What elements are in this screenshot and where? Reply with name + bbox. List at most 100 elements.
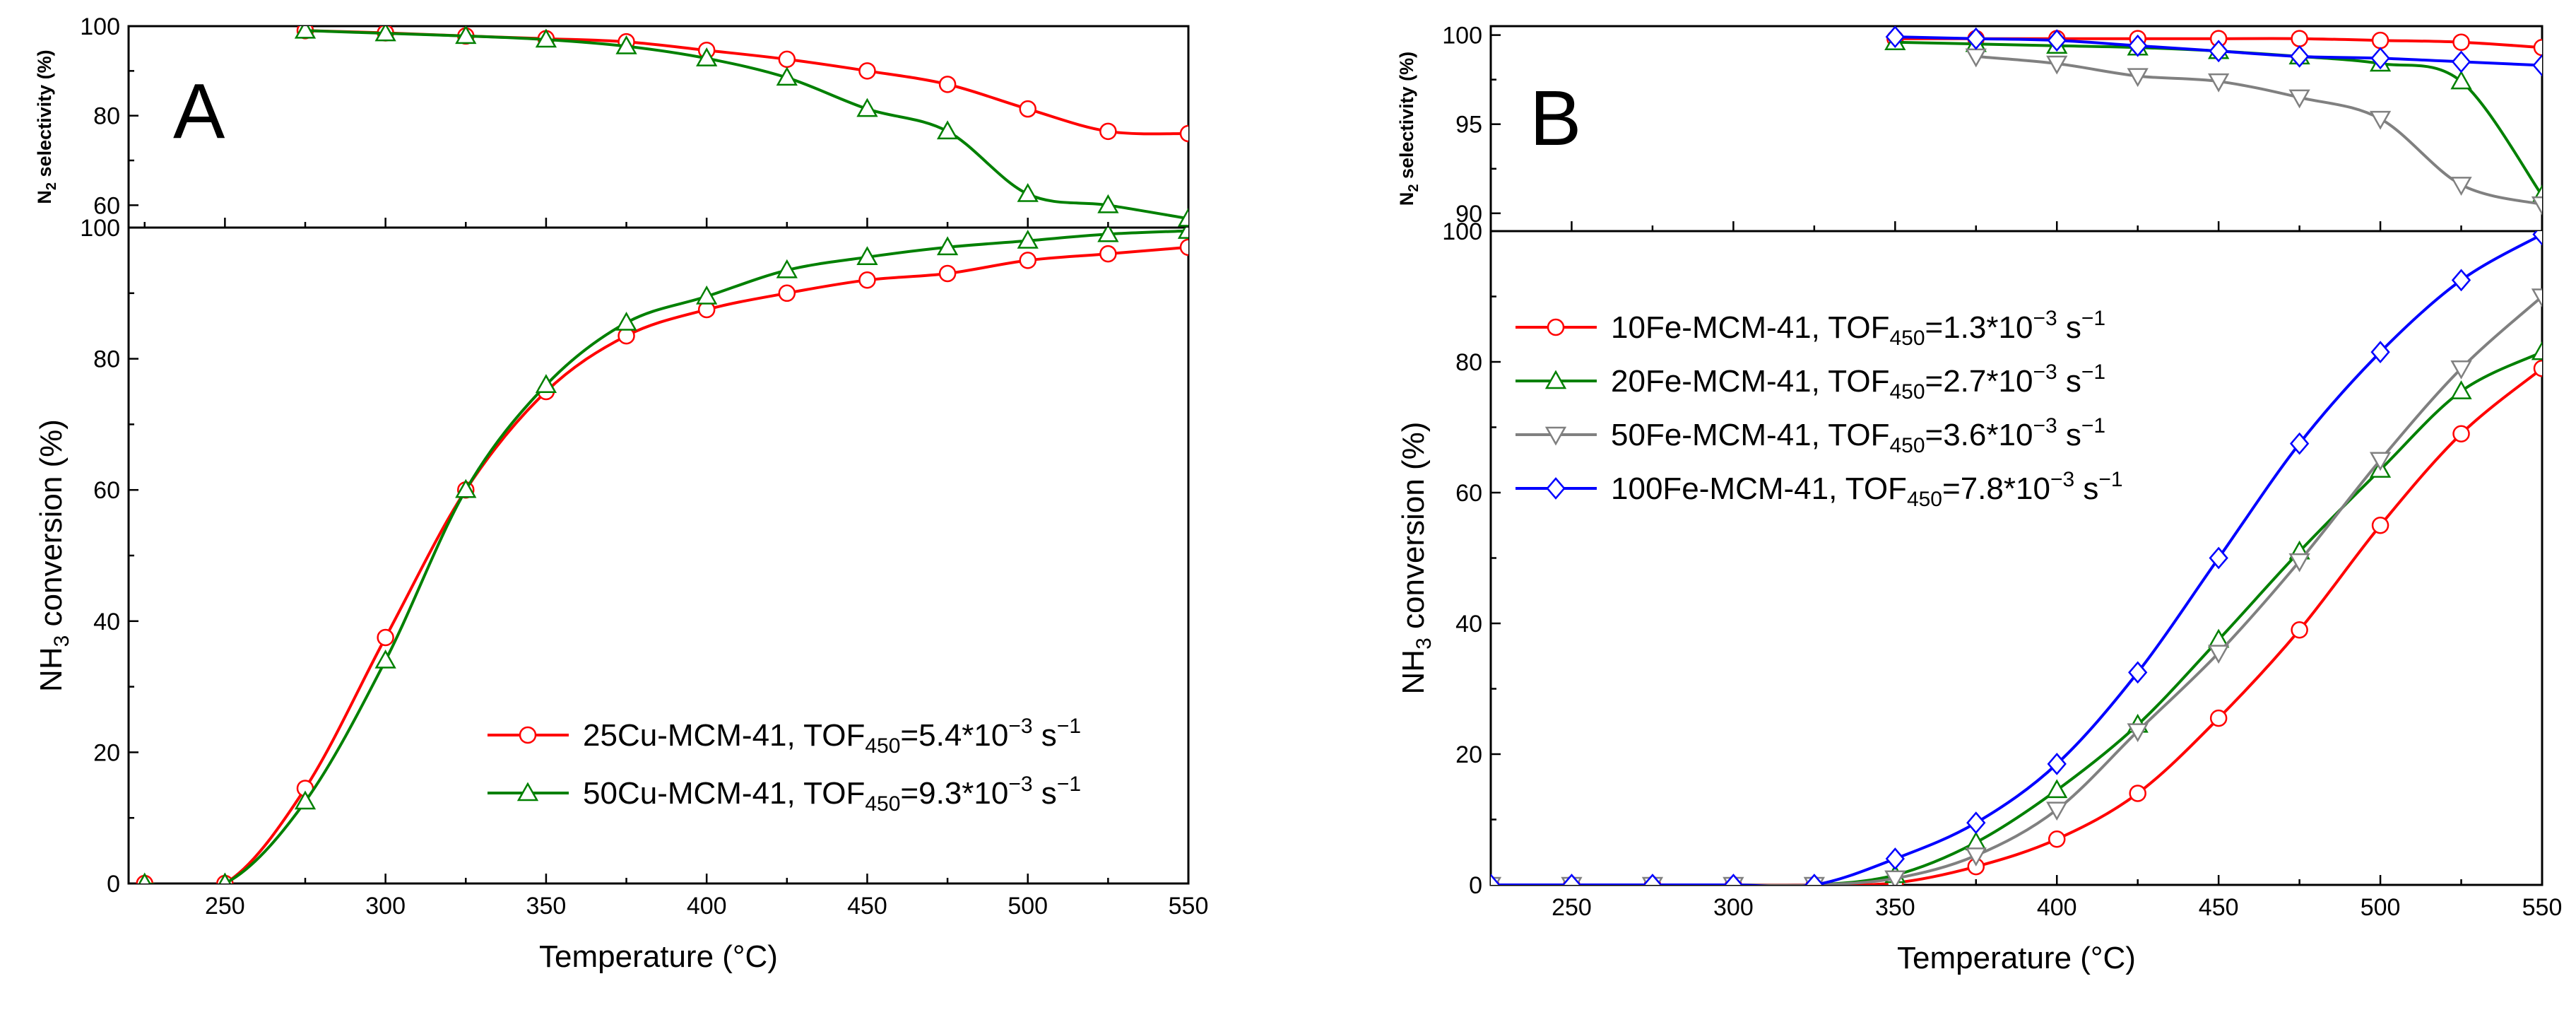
data-point-20fe bbox=[1965, 831, 1987, 851]
y-tick-label: 20 bbox=[1455, 741, 1482, 768]
series-50fe-b-top bbox=[1965, 48, 2542, 216]
y-axis-title-nh3: NH3 conversion (%) bbox=[34, 419, 73, 692]
y-title-part: N bbox=[34, 190, 55, 204]
y-tick-label: 90 bbox=[1455, 201, 1482, 228]
y-title-subscript: 2 bbox=[1406, 184, 1422, 192]
data-point-100fe bbox=[1643, 874, 1662, 885]
legend-text: s bbox=[2057, 310, 2081, 345]
y-title-part: conversion (%) bbox=[1396, 422, 1431, 638]
legend-subscript: 450 bbox=[1907, 488, 1942, 511]
legend-text: s bbox=[2057, 418, 2081, 452]
legend-superscript: −1 bbox=[1057, 773, 1081, 796]
y-tick-label: 0 bbox=[1469, 872, 1482, 899]
legend-text: 50Cu-MCM-41, TOF bbox=[583, 776, 865, 811]
data-point-50fe bbox=[2450, 360, 2472, 380]
x-tick-label: 250 bbox=[205, 893, 245, 920]
data-point-10fe bbox=[2371, 31, 2389, 49]
data-point-10fe bbox=[2533, 360, 2542, 377]
x-tick-label: 400 bbox=[2037, 894, 2077, 921]
y-axis-title-nh3: NH3 conversion (%) bbox=[1396, 422, 1436, 695]
legend-label-10fe: 10Fe-MCM-41, TOF450=1.3*10−3 s−1 bbox=[1611, 307, 2105, 350]
x-tick-label: 500 bbox=[1008, 893, 1048, 920]
data-point-50cu bbox=[776, 259, 798, 278]
data-point-50fe bbox=[2531, 288, 2542, 308]
legend-marker-100fe bbox=[1546, 477, 1566, 500]
legend-superscript: −3 bbox=[2033, 307, 2057, 330]
data-point-100fe bbox=[1885, 847, 1905, 870]
data-point-100fe bbox=[2209, 40, 2228, 63]
data-point-50cu bbox=[1177, 228, 1188, 239]
data-point-50cu bbox=[696, 285, 718, 305]
y-tick-label: 60 bbox=[93, 192, 120, 219]
data-point-100fe bbox=[2289, 45, 2310, 68]
data-point-50cu bbox=[1017, 230, 1039, 249]
data-point-50cu bbox=[615, 312, 637, 331]
series-line-25cu bbox=[305, 29, 1188, 136]
y-title-part: NH bbox=[34, 647, 69, 692]
legend-text: 25Cu-MCM-41, TOF bbox=[583, 718, 865, 753]
data-layer bbox=[136, 26, 2542, 885]
data-point-50fe bbox=[1884, 870, 1906, 885]
data-point-100fe bbox=[2451, 269, 2471, 292]
x-tick-label: 350 bbox=[526, 893, 567, 920]
data-point-50cu bbox=[856, 98, 878, 117]
data-point-100fe bbox=[1561, 874, 1582, 885]
data-point-50cu bbox=[696, 47, 718, 66]
y-title-subscript: 3 bbox=[1412, 638, 1436, 650]
data-point-25cu bbox=[377, 628, 394, 647]
data-point-50cu bbox=[138, 872, 151, 883]
y-tick-label: 80 bbox=[93, 346, 120, 373]
legend-label-100fe: 100Fe-MCM-41, TOF450=7.8*10−3 s−1 bbox=[1611, 468, 2123, 511]
legend-text: s bbox=[2074, 471, 2098, 506]
data-point-50fe bbox=[2046, 55, 2068, 75]
y-tick-label: 20 bbox=[93, 739, 120, 766]
data-point-25cu bbox=[858, 62, 876, 80]
x-tick-label: 450 bbox=[847, 893, 887, 920]
legend-subscript: 450 bbox=[1889, 380, 1925, 404]
legend-text: 20Fe-MCM-41, TOF bbox=[1611, 364, 1889, 399]
data-point-20fe bbox=[2046, 779, 2068, 799]
x-tick-label: 350 bbox=[1875, 894, 1915, 921]
data-point-50cu bbox=[455, 26, 477, 45]
data-point-50fe bbox=[2127, 723, 2149, 743]
y-tick-label: 100 bbox=[80, 13, 120, 40]
x-tick-label: 550 bbox=[2522, 894, 2563, 921]
legend-text: s bbox=[1033, 718, 1057, 753]
data-point-25cu bbox=[778, 284, 796, 303]
legend-text: 10Fe-MCM-41, TOF bbox=[1611, 310, 1889, 345]
data-point-100fe bbox=[2209, 546, 2228, 570]
legend-text: =5.4*10 bbox=[900, 718, 1008, 753]
y-tick-label: 60 bbox=[1455, 480, 1482, 507]
y-title-part: conversion (%) bbox=[34, 419, 69, 635]
data-point-25cu bbox=[1019, 252, 1036, 269]
y-tick-label: 0 bbox=[107, 871, 120, 898]
data-point-50fe bbox=[2369, 452, 2392, 471]
x-tick-label: 500 bbox=[2361, 894, 2401, 921]
legend-superscript: −3 bbox=[1008, 715, 1032, 738]
legend-superscript: −3 bbox=[2050, 468, 2074, 491]
data-point-20fe bbox=[2450, 380, 2472, 399]
data-point-20fe bbox=[2531, 341, 2542, 360]
data-point-100fe bbox=[2128, 661, 2148, 684]
legend-superscript: −1 bbox=[2098, 468, 2122, 491]
legend-marker-50cu bbox=[516, 782, 539, 801]
x-tick-label: 300 bbox=[365, 893, 406, 920]
data-point-20fe bbox=[2450, 70, 2472, 90]
y-tick-label: 100 bbox=[80, 215, 120, 242]
data-point-10fe bbox=[2371, 517, 2389, 534]
y-tick-label: 80 bbox=[1455, 349, 1482, 376]
x-tick-label: 400 bbox=[687, 893, 727, 920]
data-point-100fe bbox=[2289, 432, 2310, 455]
data-point-100fe bbox=[2128, 34, 2148, 57]
data-point-100fe bbox=[2451, 50, 2471, 74]
data-point-25cu bbox=[938, 264, 957, 283]
data-point-25cu bbox=[1099, 245, 1117, 263]
series-line-50cu bbox=[144, 229, 1188, 883]
y-tick-label: 100 bbox=[1442, 23, 1482, 49]
y-title-part: NH bbox=[1396, 650, 1431, 695]
data-point-100fe bbox=[2532, 54, 2542, 77]
legend-text: 100Fe-MCM-41, TOF bbox=[1611, 471, 1907, 506]
data-point-100fe bbox=[2047, 29, 2067, 52]
data-point-50fe bbox=[2127, 68, 2149, 88]
